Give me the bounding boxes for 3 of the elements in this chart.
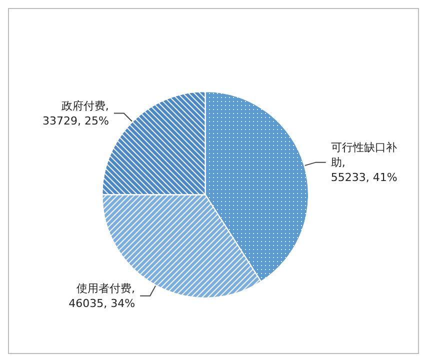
slice-label: 可行性缺口补助, 55233, 41% — [330, 140, 398, 184]
slice-label: 政府付费, 33729, 25% — [42, 99, 109, 128]
slice-label: 使用者付费, 46035, 34% — [68, 282, 136, 310]
